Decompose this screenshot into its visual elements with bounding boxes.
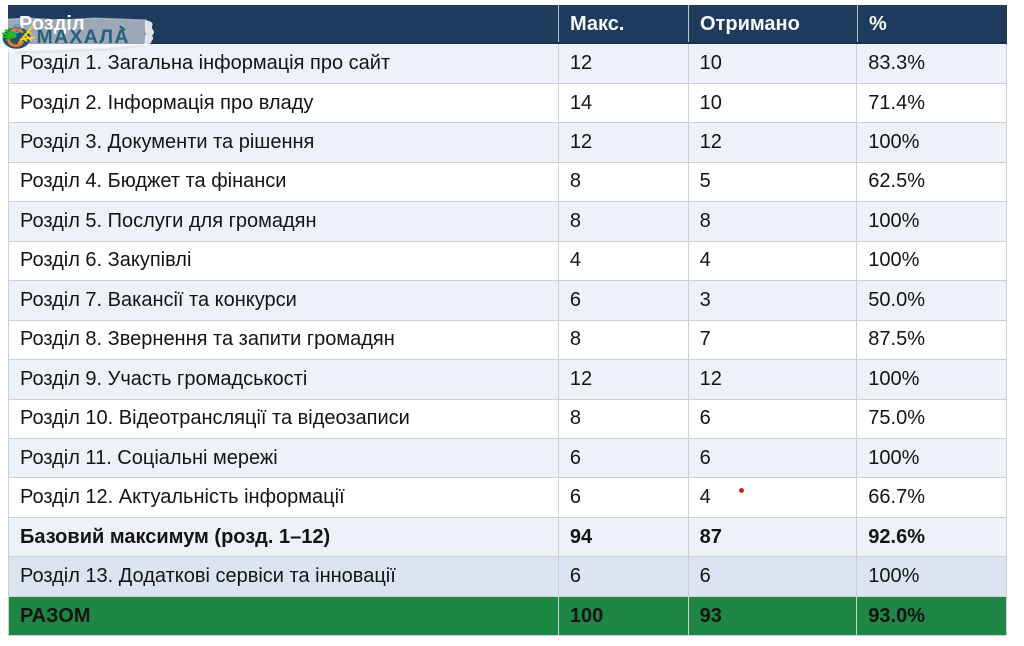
svg-text:МАХАЛА: МАХАЛА [37,26,130,48]
